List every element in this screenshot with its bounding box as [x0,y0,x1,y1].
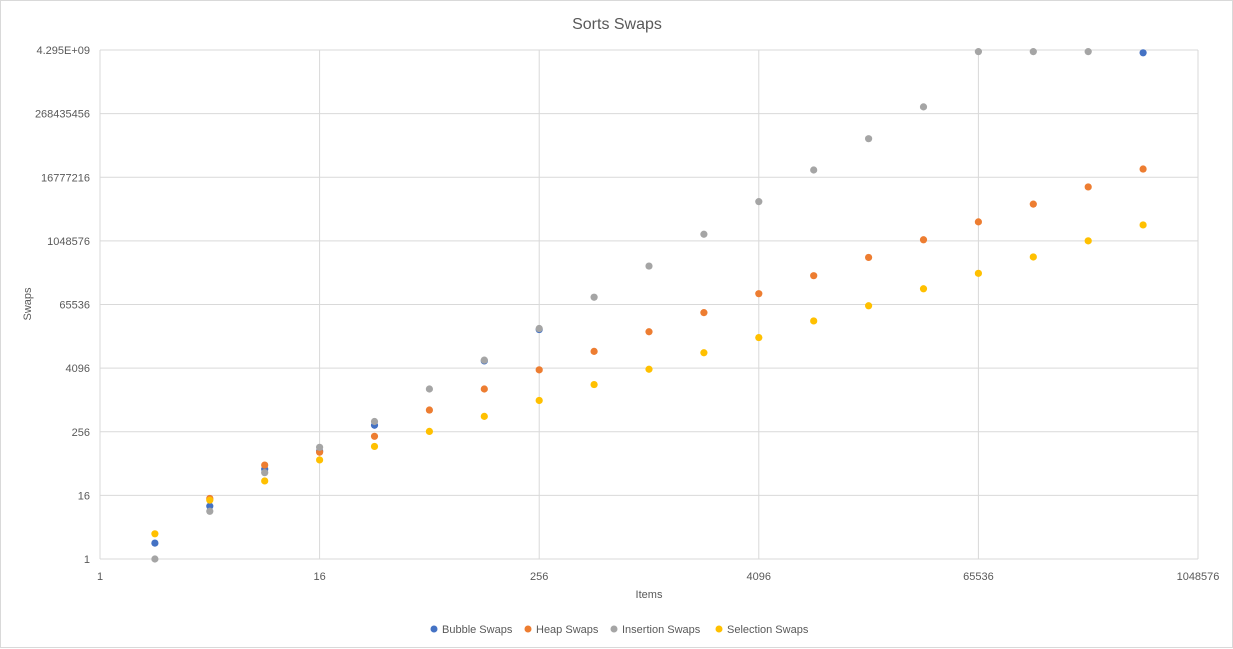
data-point [370,432,379,440]
data-point [1139,49,1147,57]
legend-item: Selection Swaps [715,624,809,636]
series-heap-swaps [206,165,1147,503]
legend-item: Insertion Swaps [610,624,701,636]
data-point [755,333,763,342]
data-point [700,230,708,238]
grid-layer [99,49,1199,560]
legend-marker [715,625,723,633]
data-point [919,285,928,293]
data-point [261,469,269,477]
data-point [810,272,818,280]
data-point [590,347,598,355]
legend-item: Bubble Swaps [430,624,513,636]
y-tick-label: 16777216 [41,172,90,184]
x-tick-label: 16 [313,571,325,583]
data-point [1139,221,1147,229]
data-point [316,456,324,464]
x-tick-label: 65536 [963,571,994,583]
data-point [974,48,983,56]
data-point [700,349,708,357]
data-point [1029,200,1037,208]
data-point [919,103,928,111]
data-point [810,317,818,325]
data-point [151,539,159,547]
data-point [480,412,488,420]
x-tick-label: 4096 [747,571,771,583]
data-point [370,442,379,451]
series-insertion-swaps [151,48,1092,563]
data-point [261,461,269,469]
data-point [1084,183,1092,191]
legend-marker [610,625,618,633]
legend-label: Bubble Swaps [442,624,513,636]
tick-layer: 1 16 256 4096 65536 1048576 16777216 268435456 4… [35,45,1219,583]
data-point [974,269,983,277]
x-tick-label: 256 [530,571,548,583]
data-point [1029,253,1037,261]
y-tick-label: 256 [72,427,90,439]
data-point [919,236,928,244]
series-selection-swaps [151,221,1147,538]
data-point [645,328,653,336]
data-point [480,356,488,364]
data-point [480,385,488,393]
chart-title: Sorts Swaps [572,16,662,33]
y-tick-label: 268435456 [35,109,90,121]
y-axis-title: Swaps [22,287,34,321]
x-tick-label: 1048576 [1177,571,1220,583]
data-point [1029,48,1037,56]
data-point [590,293,598,301]
points-layer [151,48,1147,563]
data-point [700,309,708,317]
y-tick-label: 4096 [66,363,90,375]
y-tick-label: 1048576 [47,236,90,248]
data-point [206,507,214,515]
data-point [535,366,543,374]
data-point [1139,165,1147,173]
legend-label: Selection Swaps [727,624,809,636]
legend-label: Heap Swaps [536,624,599,636]
data-point [865,302,873,310]
data-point [1084,237,1092,245]
data-point [151,530,159,538]
data-point [206,496,214,504]
y-tick-label: 65536 [59,300,90,312]
data-point [425,427,433,435]
data-point [206,502,214,510]
data-point [865,135,873,143]
data-point [425,385,433,393]
data-point [755,198,763,206]
data-point [425,406,433,414]
data-point [810,166,818,174]
data-point [151,555,159,563]
x-tick-label: 1 [97,571,103,583]
data-point [645,262,653,270]
legend-marker [430,625,438,633]
data-point [370,417,379,426]
data-point [535,396,543,405]
x-axis-title: Items [636,589,663,601]
legend-label: Insertion Swaps [622,624,701,636]
y-tick-label: 4.295E+09 [36,45,90,57]
legend-marker [524,625,532,633]
legend-item: Heap Swaps [524,624,599,636]
data-point [535,324,543,333]
data-point [590,380,598,389]
y-tick-label: 16 [78,490,90,502]
series-bubble-swaps [151,49,1147,547]
data-point [645,365,653,373]
data-point [1084,48,1092,56]
legend: Bubble Swaps Heap Swaps Insertion Swaps Sel… [430,624,809,636]
data-point [316,443,324,451]
data-point [865,253,873,262]
y-tick-label: 1 [84,554,90,566]
data-point [261,477,269,485]
data-point [755,290,763,298]
data-point [974,218,983,226]
